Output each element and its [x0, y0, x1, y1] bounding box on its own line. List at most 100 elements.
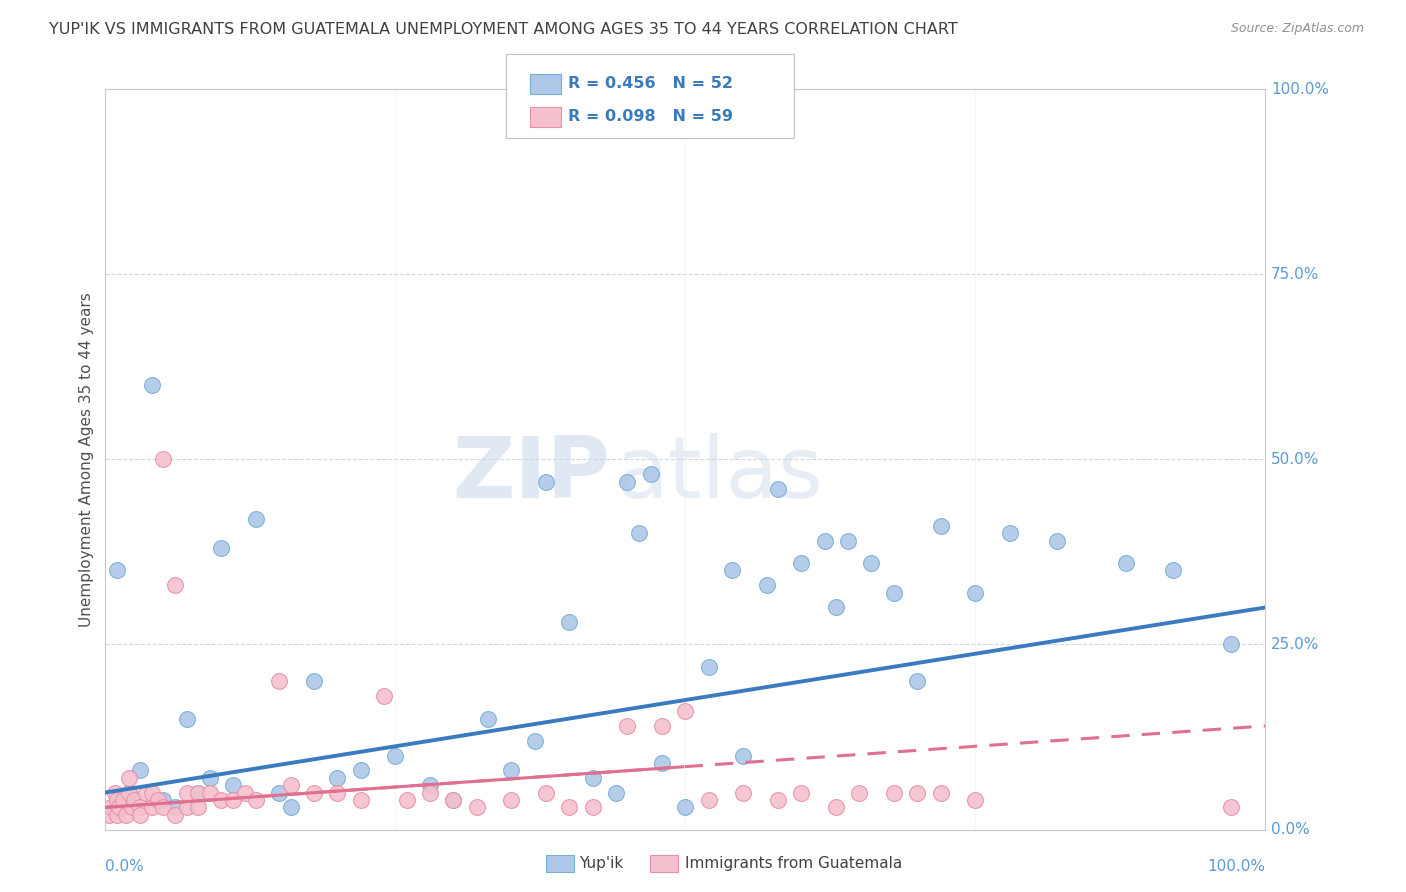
Point [146, 793, 169, 807]
Point [165, 807, 187, 822]
Point [152, 800, 174, 814]
Point [100, 800, 122, 814]
Point [115, 807, 138, 822]
Point [790, 786, 813, 800]
Point [269, 786, 291, 800]
Point [105, 807, 128, 822]
Point [558, 800, 581, 814]
Point [187, 786, 209, 800]
Point [441, 793, 464, 807]
Point [97, 807, 120, 822]
Point [141, 786, 163, 800]
Point [907, 674, 929, 689]
Point [245, 793, 267, 807]
Point [477, 712, 499, 726]
Point [825, 800, 848, 814]
Point [1219, 800, 1241, 814]
Point [883, 585, 905, 599]
Point [768, 793, 790, 807]
Point [165, 578, 187, 592]
Point [790, 556, 813, 570]
Point [304, 786, 326, 800]
Point [883, 786, 905, 800]
Point [907, 786, 929, 800]
Text: R = 0.456   N = 52: R = 0.456 N = 52 [568, 77, 733, 91]
Point [211, 541, 233, 556]
Point [534, 786, 557, 800]
Point [860, 556, 883, 570]
Point [129, 800, 152, 814]
Point [733, 748, 755, 763]
Text: 0.0%: 0.0% [1271, 822, 1310, 837]
Point [176, 786, 198, 800]
Point [104, 786, 127, 800]
Point [965, 793, 987, 807]
Point [396, 793, 419, 807]
Point [304, 674, 326, 689]
Point [582, 800, 605, 814]
Point [280, 778, 302, 792]
Point [1219, 637, 1241, 651]
Text: 100.0%: 100.0% [1208, 859, 1265, 874]
Point [269, 674, 291, 689]
Point [118, 771, 141, 785]
Point [326, 786, 349, 800]
Point [534, 475, 557, 489]
Point [814, 533, 837, 548]
Point [198, 786, 221, 800]
Point [697, 793, 720, 807]
Point [616, 719, 638, 733]
Point [733, 786, 755, 800]
Point [1046, 533, 1069, 548]
Point [326, 771, 349, 785]
Text: 100.0%: 100.0% [1271, 82, 1329, 96]
Point [501, 793, 523, 807]
Text: 50.0%: 50.0% [1271, 452, 1320, 467]
Point [141, 800, 163, 814]
Point [965, 585, 987, 599]
Text: R = 0.098   N = 59: R = 0.098 N = 59 [568, 110, 733, 124]
Point [558, 615, 581, 630]
Point [108, 800, 131, 814]
Point [582, 771, 605, 785]
Point [222, 778, 245, 792]
Text: Yup'ik: Yup'ik [579, 856, 623, 871]
Point [465, 800, 488, 814]
Point [152, 793, 174, 807]
Point [105, 800, 128, 814]
Point [111, 793, 134, 807]
Point [419, 786, 441, 800]
Point [419, 778, 441, 792]
Point [198, 771, 221, 785]
Point [640, 467, 662, 482]
Point [141, 378, 163, 392]
Text: ZIP: ZIP [453, 433, 610, 516]
Point [441, 793, 464, 807]
Point [1115, 556, 1137, 570]
Point [616, 475, 638, 489]
Text: Immigrants from Guatemala: Immigrants from Guatemala [685, 856, 903, 871]
Point [848, 786, 870, 800]
Text: 0.0%: 0.0% [105, 859, 145, 874]
Point [152, 452, 174, 467]
Y-axis label: Unemployment Among Ages 35 to 44 years: Unemployment Among Ages 35 to 44 years [79, 292, 94, 627]
Point [768, 482, 790, 496]
Point [222, 793, 245, 807]
Point [523, 733, 546, 747]
Point [825, 600, 848, 615]
Text: atlas: atlas [616, 433, 824, 516]
Point [118, 786, 141, 800]
Point [373, 690, 395, 704]
Text: 75.0%: 75.0% [1271, 267, 1320, 282]
Point [211, 793, 233, 807]
Point [697, 659, 720, 673]
Point [675, 800, 697, 814]
Point [349, 764, 371, 778]
Point [755, 578, 778, 592]
Point [1161, 564, 1184, 578]
Point [675, 704, 697, 718]
Point [1000, 526, 1022, 541]
Point [605, 786, 627, 800]
Point [187, 786, 209, 800]
Point [837, 533, 859, 548]
